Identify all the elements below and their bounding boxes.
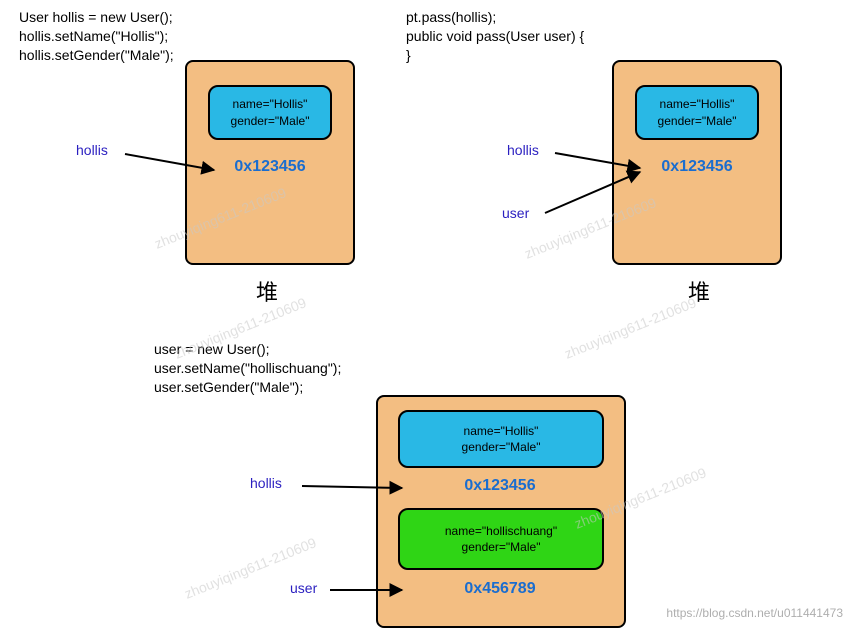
obj3b-line1: name="hollischuang" (400, 523, 602, 539)
object-box-3a: name="Hollis" gender="Male" (398, 410, 604, 468)
code-panel-1: User hollis = new User(); hollis.setName… (19, 8, 174, 65)
heap-label-2: 堆 (688, 275, 710, 307)
ref-hollis-1: hollis (76, 142, 108, 158)
credit-text: https://blog.csdn.net/u011441473 (666, 606, 843, 620)
code-panel-3: user = new User(); user.setName("hollisc… (154, 340, 341, 397)
address-2: 0x123456 (647, 158, 747, 176)
address-3b: 0x456789 (450, 580, 550, 598)
obj3a-line2: gender="Male" (400, 439, 602, 455)
ref-hollis-3: hollis (250, 475, 282, 491)
heap-label-1: 堆 (256, 275, 278, 307)
obj1-line2: gender="Male" (210, 113, 330, 129)
obj2-line1: name="Hollis" (637, 96, 757, 112)
code-panel-2: pt.pass(hollis); public void pass(User u… (406, 8, 584, 65)
address-3a: 0x123456 (450, 477, 550, 495)
object-box-1: name="Hollis" gender="Male" (208, 85, 332, 140)
address-1: 0x123456 (220, 158, 320, 176)
obj1-line1: name="Hollis" (210, 96, 330, 112)
ref-user-2: user (502, 205, 529, 221)
ref-user-3: user (290, 580, 317, 596)
watermark: zhouyiqing611-210609 (562, 294, 698, 362)
object-box-3b: name="hollischuang" gender="Male" (398, 508, 604, 570)
obj3a-line1: name="Hollis" (400, 423, 602, 439)
obj2-line2: gender="Male" (637, 113, 757, 129)
obj3b-line2: gender="Male" (400, 539, 602, 555)
object-box-2: name="Hollis" gender="Male" (635, 85, 759, 140)
ref-hollis-2: hollis (507, 142, 539, 158)
